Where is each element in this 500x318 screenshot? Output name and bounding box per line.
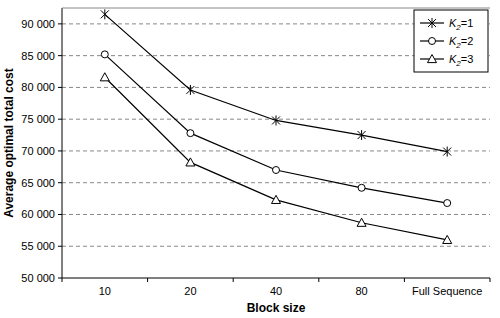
legend-label: K2=3	[449, 53, 473, 68]
grid-line	[62, 246, 490, 247]
series-line	[105, 77, 447, 240]
y-tick-label: 50 000	[21, 272, 55, 284]
x-axis	[62, 278, 490, 279]
x-tick-label: Full Sequence	[412, 285, 482, 297]
data-point	[444, 200, 451, 207]
x-tick	[62, 278, 63, 282]
y-tick-label: 85 000	[21, 50, 55, 62]
legend-label: K2=1	[449, 17, 473, 32]
x-tick	[233, 278, 234, 282]
x-tick	[147, 278, 148, 282]
data-point	[272, 195, 281, 203]
data-point	[358, 130, 366, 140]
grid-line	[62, 182, 490, 183]
y-tick-label: 65 000	[21, 177, 55, 189]
x-tick	[490, 278, 491, 282]
y-tick	[58, 150, 62, 151]
y-tick-label: 75 000	[21, 113, 55, 125]
x-tick	[404, 278, 405, 282]
x-tick-label: 10	[99, 285, 111, 297]
y-tick-label: 70 000	[21, 145, 55, 157]
y-tick	[58, 55, 62, 56]
data-point	[443, 235, 452, 243]
legend-marker	[428, 55, 437, 63]
data-point	[358, 184, 365, 191]
plot-area	[100, 9, 451, 243]
data-point	[101, 9, 109, 19]
data-point	[357, 218, 366, 226]
legend: K2=1 K2=2 K2=3	[414, 10, 488, 72]
y-axis-title: Average optimal total cost	[2, 68, 16, 218]
grid-line	[62, 150, 490, 151]
x-tick	[318, 278, 319, 282]
x-tick-label: 80	[355, 285, 367, 297]
y-tick-label: 80 000	[21, 81, 55, 93]
x-tick-label: 20	[184, 285, 196, 297]
data-point	[186, 85, 194, 95]
y-tick	[58, 214, 62, 215]
y-tick	[58, 119, 62, 120]
y-tick	[58, 87, 62, 88]
data-point	[443, 147, 451, 157]
legend-marker	[429, 38, 436, 45]
data-point	[101, 51, 108, 58]
y-tick	[58, 278, 62, 279]
legend-marker	[428, 18, 436, 28]
data-point	[273, 167, 280, 174]
data-point	[100, 73, 109, 81]
y-tick	[58, 182, 62, 183]
series-line	[105, 14, 447, 151]
data-point	[187, 130, 194, 137]
y-tick-label: 90 000	[21, 18, 55, 30]
y-axis	[62, 8, 63, 278]
legend-box	[414, 10, 488, 72]
y-tick	[58, 246, 62, 247]
y-tick-label: 60 000	[21, 208, 55, 220]
grid-line	[62, 214, 490, 215]
chart: 50 000 55 000 60 000 65 000 70 000 75 000 80 0…	[0, 0, 500, 318]
grid-line	[62, 87, 490, 88]
x-axis-title: Block size	[247, 301, 306, 315]
plot-frame-top	[62, 8, 490, 9]
x-tick-label: 40	[270, 285, 282, 297]
data-point	[186, 158, 195, 166]
y-tick	[58, 23, 62, 24]
data-point	[272, 115, 280, 125]
y-tick-label: 55 000	[21, 240, 55, 252]
legend-label: K2=2	[449, 35, 473, 50]
